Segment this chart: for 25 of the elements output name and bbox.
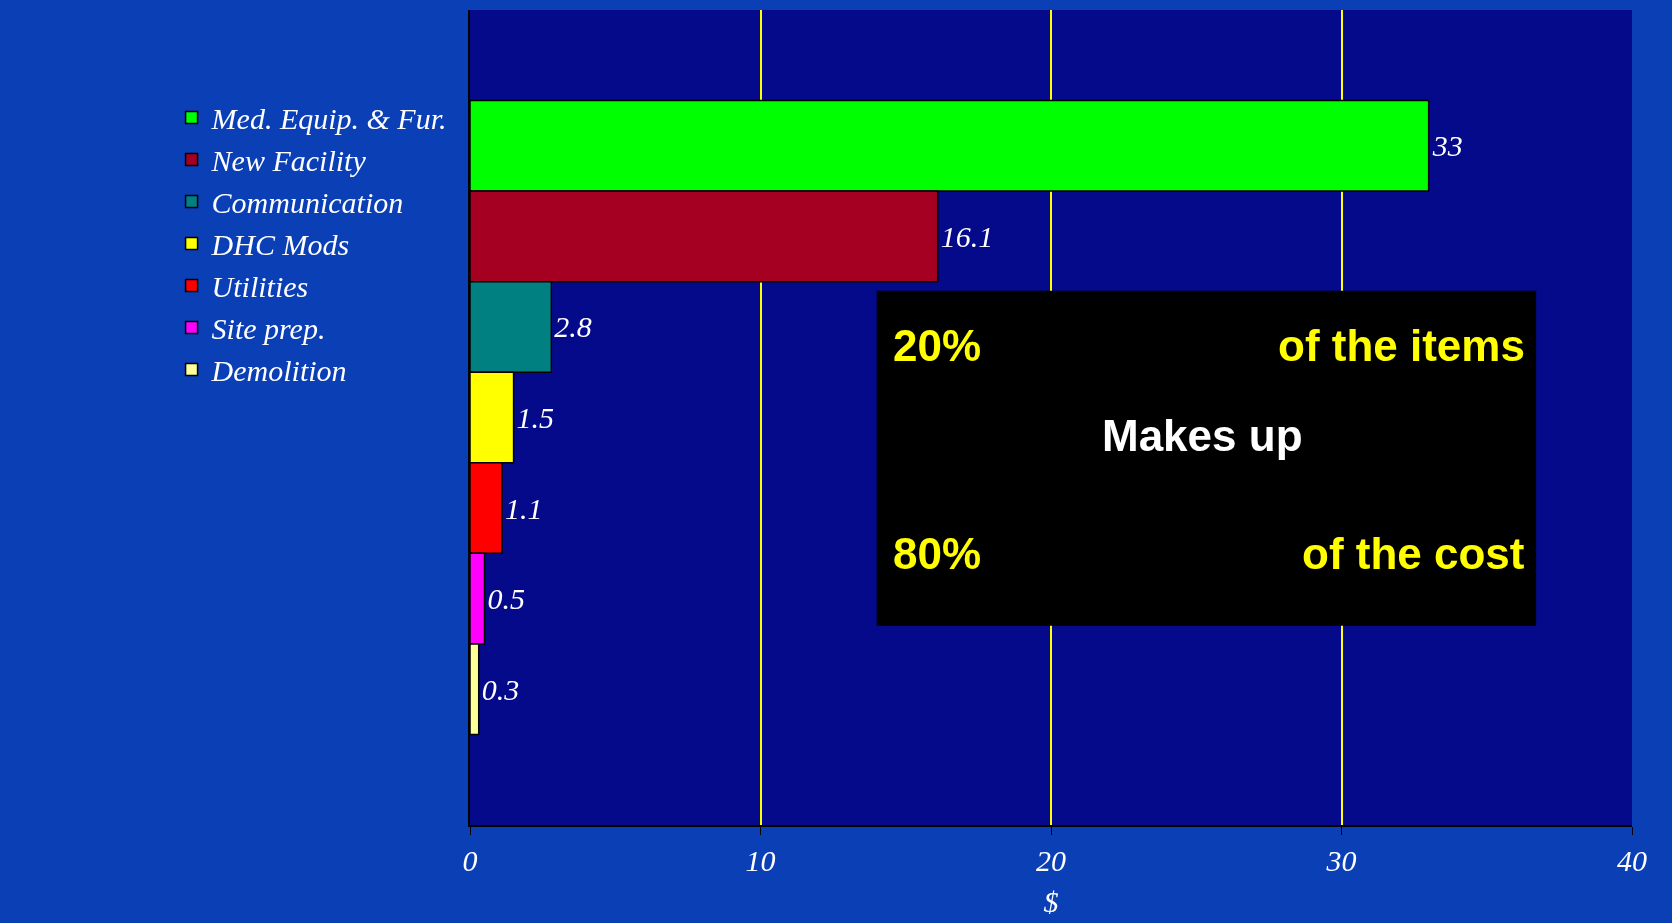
legend-label: Communication bbox=[211, 186, 404, 220]
x-tick-label: 10 bbox=[745, 843, 776, 877]
annotation: 80% bbox=[893, 529, 982, 578]
annotation: of the cost bbox=[1302, 529, 1525, 578]
annotation: 20% bbox=[893, 321, 982, 370]
legend-label: Utilities bbox=[211, 270, 309, 304]
data-label: 16.1 bbox=[940, 219, 994, 253]
x-axis-title: $ bbox=[1043, 884, 1059, 918]
data-label: 1.5 bbox=[516, 401, 555, 434]
annotation: of the items bbox=[1278, 321, 1525, 370]
x-tick-label: 30 bbox=[1325, 843, 1357, 877]
legend-label: DHC Mods bbox=[210, 228, 350, 262]
data-label: 0.5 bbox=[487, 582, 526, 616]
data-label: 2.8 bbox=[554, 310, 592, 344]
data-label: 0.3 bbox=[481, 672, 520, 706]
x-tick-label: 0 bbox=[462, 843, 478, 877]
legend-label: Demolition bbox=[210, 354, 347, 388]
x-tick-label: 20 bbox=[1036, 843, 1066, 877]
data-label: 33 bbox=[1431, 129, 1463, 163]
x-tick-label: 40 bbox=[1617, 843, 1647, 877]
data-label: 1.1 bbox=[504, 491, 543, 525]
legend-label: Site prep. bbox=[211, 312, 326, 346]
annotation: Makes up bbox=[1102, 411, 1303, 460]
legend-label: New Facility bbox=[210, 144, 367, 178]
legend-label: Med. Equip. & Fur. bbox=[210, 102, 447, 136]
